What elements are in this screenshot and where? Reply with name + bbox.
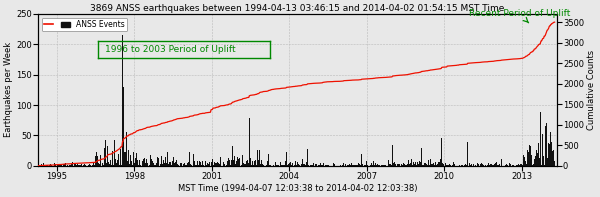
Title: 3869 ANSS earthquakes between 1994-04-13 03:46:15 and 2014-04-02 01:54:15 MST Ti: 3869 ANSS earthquakes between 1994-04-13…: [90, 4, 505, 13]
Y-axis label: Cumulative Counts: Cumulative Counts: [587, 50, 596, 130]
Legend: , ANSS Events: , ANSS Events: [42, 18, 127, 31]
Text: Recent Period of Uplift: Recent Period of Uplift: [469, 9, 570, 23]
Text: 1996 to 2003 Period of Uplift: 1996 to 2003 Period of Uplift: [104, 45, 235, 54]
X-axis label: MST Time (1994-04-07 12:03:38 to 2014-04-02 12:03:38): MST Time (1994-04-07 12:03:38 to 2014-04…: [178, 184, 417, 193]
Y-axis label: Earthquakes per Week: Earthquakes per Week: [4, 42, 13, 138]
